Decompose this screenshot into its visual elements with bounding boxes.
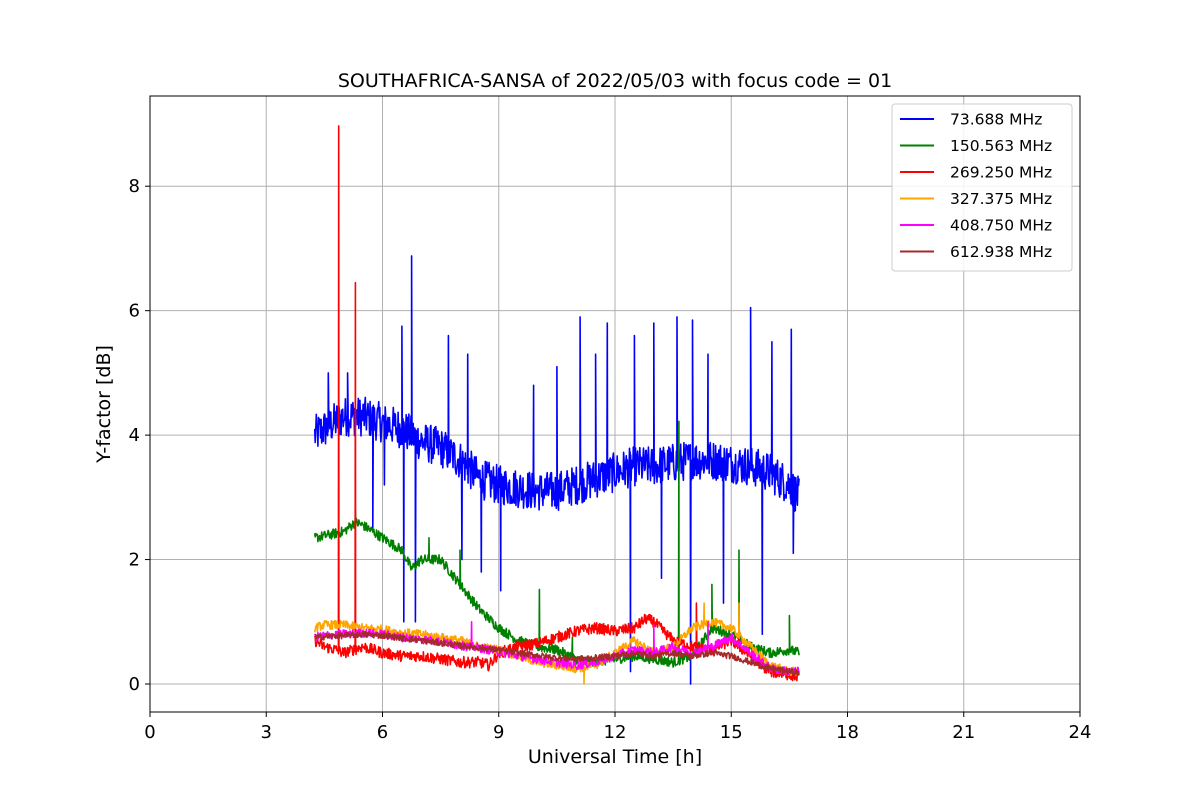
legend-label: 269.250 MHz — [950, 164, 1052, 182]
series-line — [313, 255, 800, 685]
y-tick-label: 0 — [129, 674, 140, 695]
chart-title: SOUTHAFRICA-SANSA of 2022/05/03 with foc… — [338, 70, 892, 92]
x-tick-label: 0 — [144, 722, 155, 743]
x-tick-label: 18 — [836, 722, 859, 743]
x-tick-label: 9 — [493, 722, 504, 743]
legend-label: 73.688 MHz — [950, 111, 1042, 129]
x-tick-label: 24 — [1069, 722, 1092, 743]
y-tick-label: 2 — [129, 550, 140, 571]
legend-label: 150.563 MHz — [950, 137, 1052, 155]
y-tick-label: 8 — [129, 176, 140, 197]
x-tick-label: 15 — [720, 722, 743, 743]
x-axis-label: Universal Time [h] — [528, 746, 702, 768]
x-tick-label: 6 — [377, 722, 388, 743]
series-line — [314, 630, 800, 677]
legend-label: 408.750 MHz — [950, 217, 1052, 235]
x-tick-label: 12 — [604, 722, 627, 743]
series-line — [313, 420, 800, 668]
plot-series — [313, 125, 800, 685]
y-axis-label: Y-factor [dB] — [93, 345, 115, 464]
legend-box — [891, 103, 1073, 272]
legend: 73.688 MHz 150.563 MHz 269.250 MHz 327.375 … — [891, 103, 1073, 272]
legend-label: 612.938 MHz — [950, 243, 1052, 261]
y-tick-label: 6 — [129, 301, 140, 322]
legend-label: 327.375 MHz — [950, 190, 1052, 208]
y-tick-label: 4 — [129, 425, 140, 446]
x-tick-label: 3 — [261, 722, 272, 743]
series-line — [313, 602, 800, 685]
x-tick-label: 21 — [952, 722, 975, 743]
series-line — [313, 125, 800, 682]
